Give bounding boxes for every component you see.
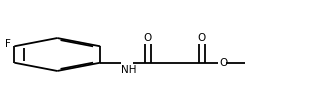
Text: O: O (144, 33, 152, 43)
Text: O: O (219, 58, 227, 68)
Text: F: F (5, 39, 11, 49)
Text: O: O (198, 33, 206, 43)
Text: NH: NH (121, 65, 137, 75)
